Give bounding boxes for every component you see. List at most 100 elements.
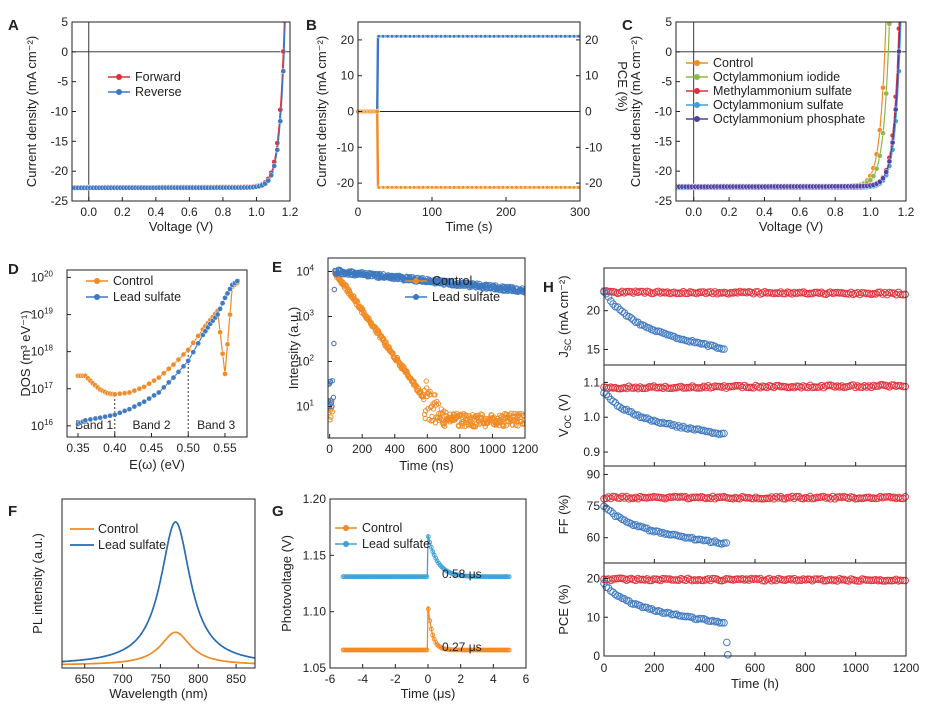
- series-point: [87, 416, 94, 423]
- y-tick-label: 10: [587, 610, 601, 624]
- series-point: [452, 34, 457, 39]
- series-point: [500, 185, 506, 190]
- series-point: [227, 311, 233, 318]
- series-point: [723, 638, 731, 647]
- series-point: [493, 574, 499, 580]
- series-point: [146, 395, 152, 402]
- series-point: [429, 185, 435, 190]
- series-point: [545, 185, 550, 190]
- series-point: [616, 592, 624, 601]
- series-point: [464, 647, 469, 653]
- series-point: [438, 185, 443, 190]
- series-point: [622, 492, 631, 501]
- series-point: [443, 409, 449, 415]
- x-tick-label: 2: [457, 672, 464, 686]
- series-point: [722, 384, 731, 392]
- series-point: [604, 293, 613, 301]
- series-point: [412, 574, 418, 580]
- series-point: [349, 647, 355, 653]
- series-point: [121, 408, 128, 414]
- series-point: [740, 381, 749, 390]
- series-point: [385, 185, 390, 190]
- series-point: [406, 647, 412, 653]
- band-label: Band 2: [132, 418, 170, 432]
- panel-G: G -6 -4 -2 0 2 4 6 1.05 1.10 1.15 1.20 Time (μs) Phot…: [272, 492, 530, 701]
- series-point: [378, 574, 384, 580]
- series-point: [420, 647, 425, 653]
- series-point: [376, 185, 381, 190]
- x-tick-label: 400: [385, 442, 405, 456]
- series-point: [901, 576, 910, 585]
- data-group: [328, 266, 525, 430]
- series-point: [808, 576, 817, 585]
- series-point: [540, 185, 546, 190]
- series-point: [480, 647, 486, 653]
- series-point: [467, 647, 472, 653]
- series-point: [896, 494, 905, 503]
- series-point: [224, 290, 231, 297]
- x-tick-label: 0.55: [213, 441, 237, 455]
- series-point: [474, 647, 480, 653]
- series-point: [567, 34, 572, 39]
- series-point: [797, 383, 805, 392]
- series-point: [654, 527, 663, 536]
- annotation-label: 0.27 μs: [442, 640, 482, 654]
- series-point: [523, 185, 528, 190]
- series-point: [770, 495, 778, 503]
- series-point: [346, 647, 352, 653]
- y-tick-label: 20: [585, 33, 599, 47]
- x-axis-label: E(ω) (eV): [129, 457, 185, 472]
- series-point: [439, 417, 445, 423]
- series-point: [277, 106, 284, 113]
- x-tick-label: 1.2: [282, 205, 299, 219]
- series-point: [447, 185, 452, 190]
- series-point: [387, 574, 393, 580]
- series-point: [443, 34, 448, 39]
- series-point: [883, 169, 890, 175]
- legend-marker: [116, 74, 122, 80]
- x-axis-label: Time (h): [731, 676, 779, 691]
- series-point: [385, 34, 390, 39]
- series-point: [489, 647, 494, 653]
- y-tick-label: 0: [593, 649, 600, 663]
- y-tick-label: 104: [296, 264, 314, 279]
- series-point: [421, 185, 426, 190]
- series-point: [386, 574, 392, 580]
- series-point: [870, 173, 877, 179]
- series-point: [532, 34, 537, 39]
- series-point: [352, 647, 358, 653]
- series-point: [361, 647, 367, 653]
- series-point: [758, 576, 767, 585]
- series-point: [523, 34, 528, 39]
- x-tick-label: 800: [450, 442, 470, 456]
- series-point: [131, 403, 138, 410]
- series-point: [271, 163, 278, 169]
- series-point: [631, 411, 640, 419]
- series-point: [416, 185, 421, 190]
- series-point: [638, 384, 647, 393]
- series-point: [620, 595, 629, 603]
- series-point: [650, 575, 658, 583]
- series-point: [697, 615, 706, 623]
- series-point: [886, 22, 893, 27]
- series-point: [394, 185, 399, 190]
- series-point: [819, 492, 828, 501]
- series-point: [170, 361, 177, 368]
- series-point: [602, 390, 611, 399]
- series-point: [554, 34, 559, 39]
- x-tick-label: 800: [795, 661, 815, 675]
- series-point: [402, 574, 408, 580]
- series-point: [141, 398, 147, 405]
- series-point: [165, 365, 172, 372]
- series-point: [461, 185, 466, 190]
- series-point: [393, 647, 399, 653]
- series-point: [412, 185, 417, 190]
- panel-B: B 0 100 200 300 -20 -10 0 10 20 -20 -10 0 10 20 Time (s…: [306, 17, 630, 234]
- series-point: [428, 626, 434, 632]
- x-tick-label: 0.6: [181, 205, 198, 219]
- series-point: [364, 574, 370, 580]
- series-point: [425, 34, 430, 39]
- series-point: [867, 383, 876, 392]
- series-point: [371, 647, 377, 653]
